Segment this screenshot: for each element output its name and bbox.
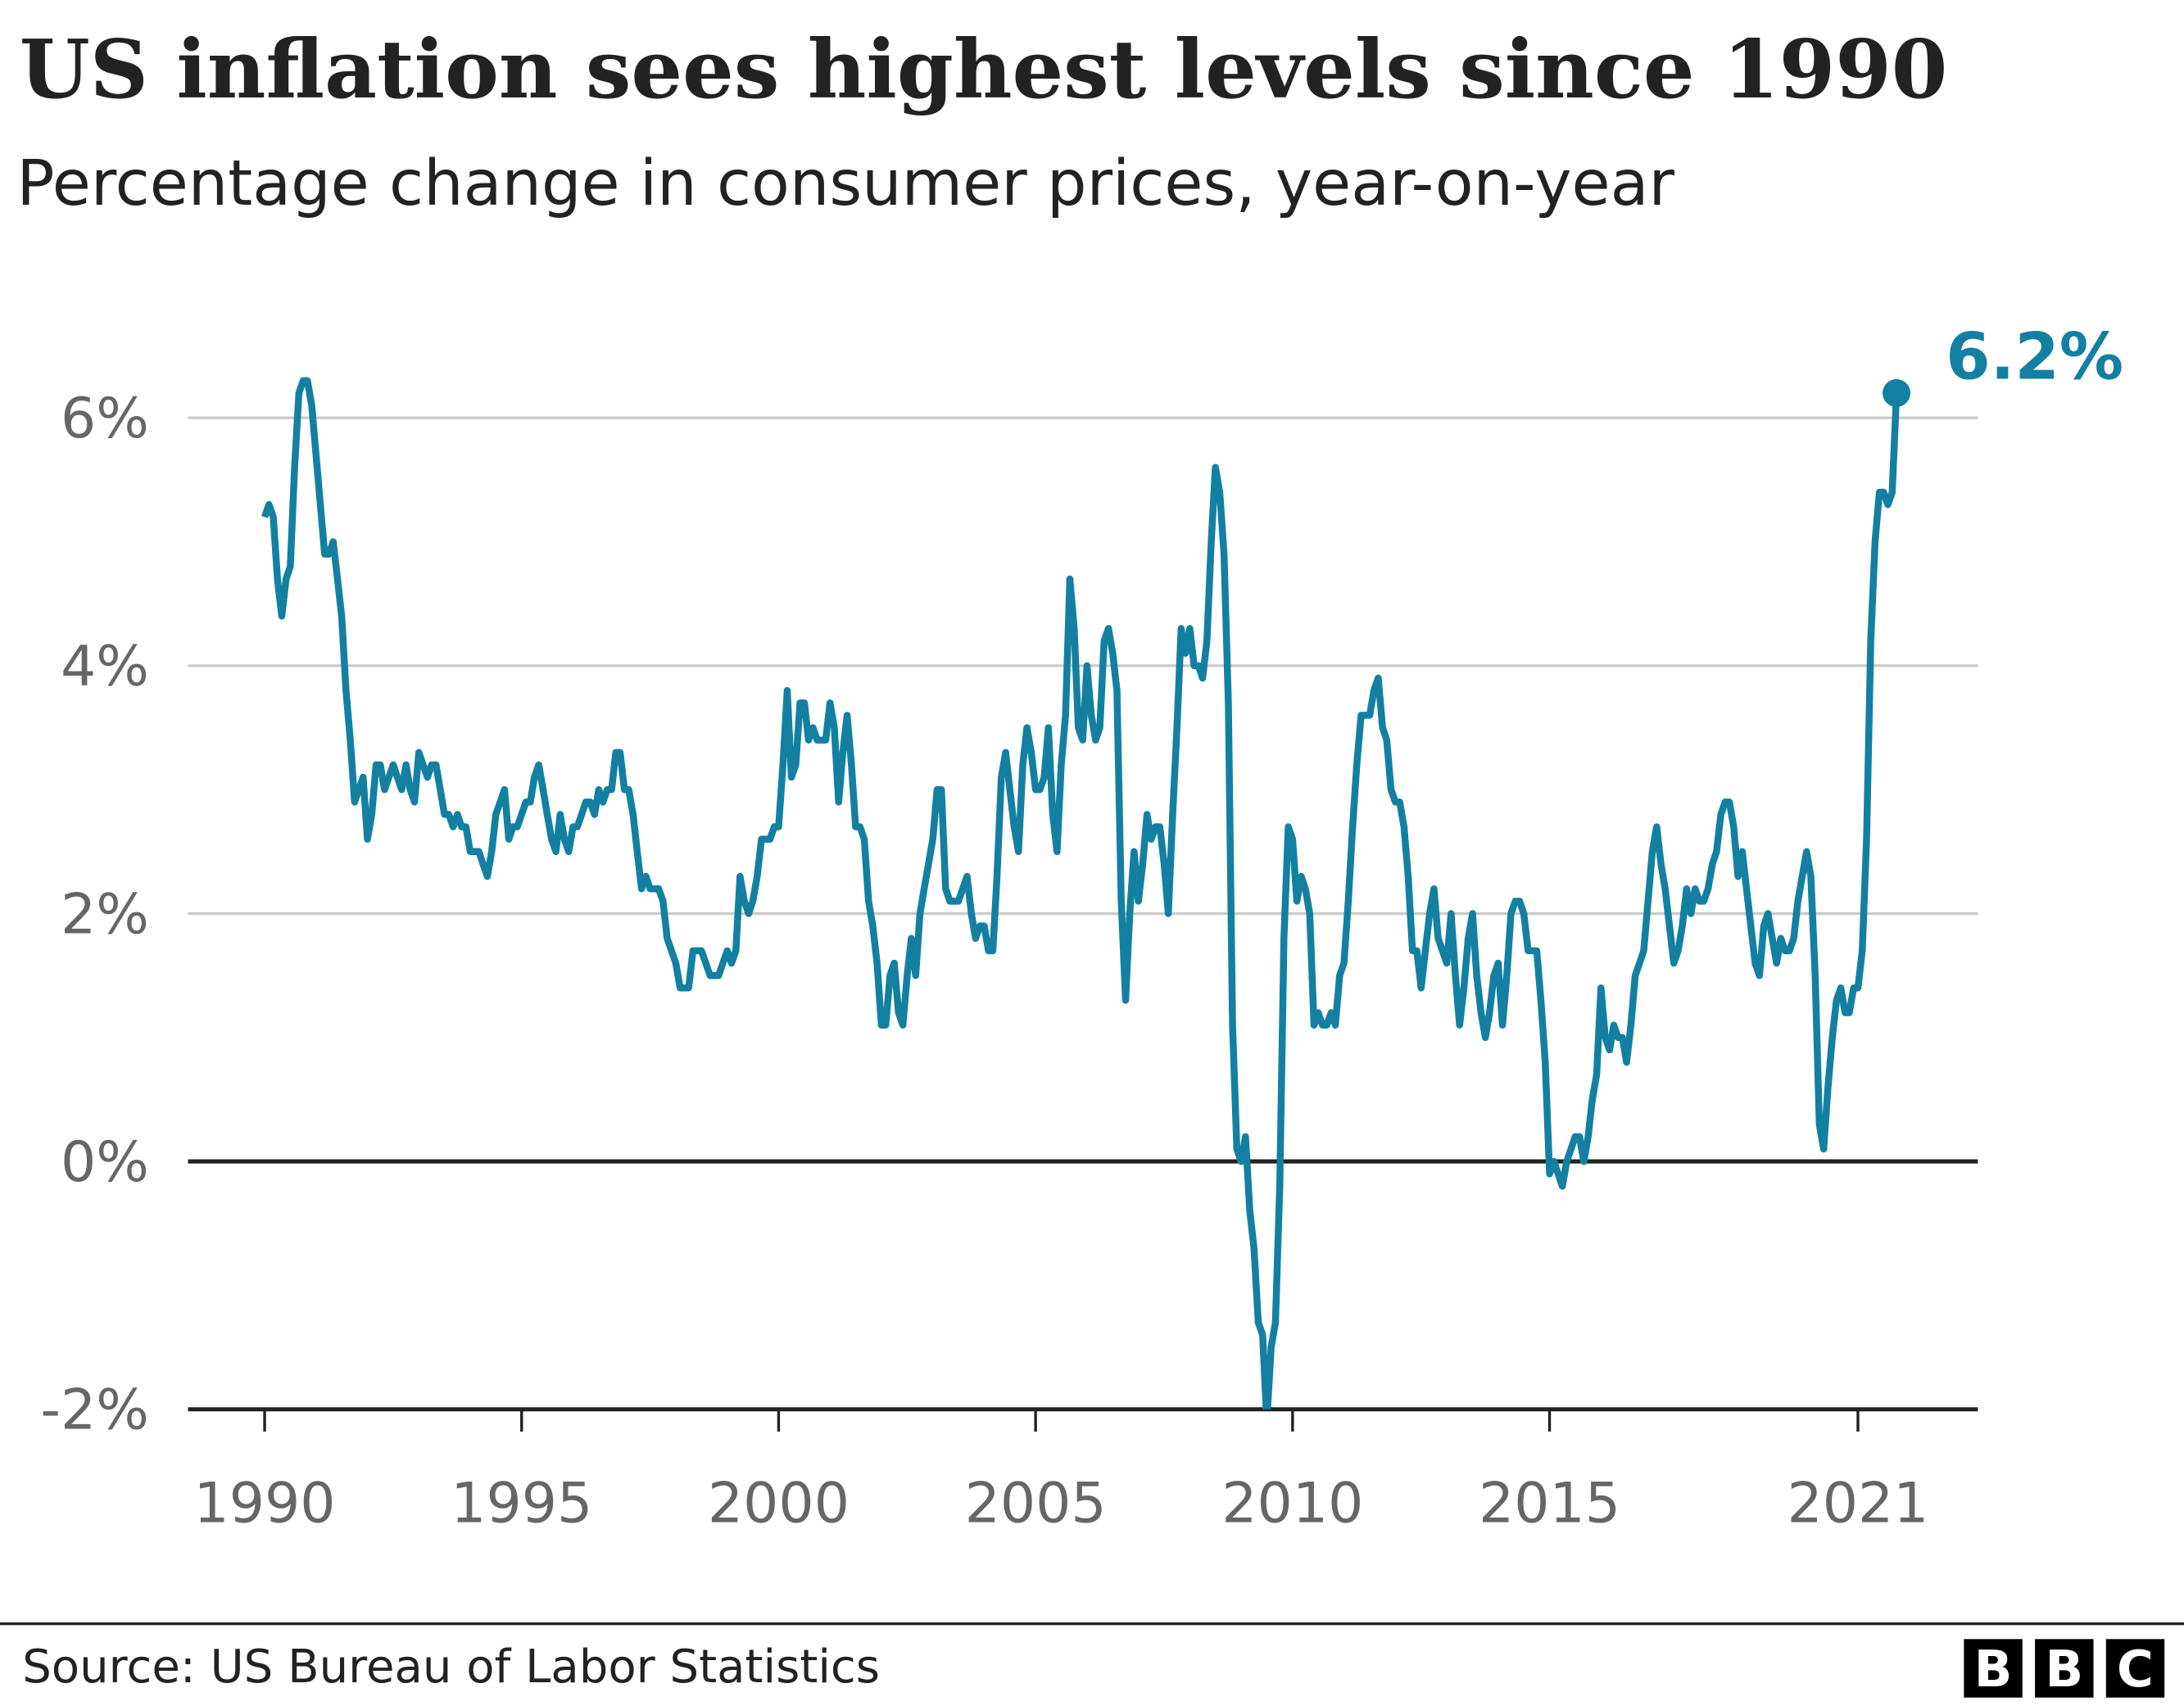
x-tick-label: 1995 — [451, 1471, 592, 1536]
x-tick-label: 2010 — [1221, 1471, 1363, 1536]
x-tick-label: 2005 — [965, 1471, 1107, 1536]
x-tick-label: 1990 — [194, 1471, 336, 1536]
y-tick-label: 6% — [61, 387, 149, 451]
x-tick-label: 2021 — [1787, 1471, 1928, 1536]
latest-value-point — [1883, 378, 1911, 407]
chart-title: US inflation sees highest levels since 1… — [20, 22, 1948, 117]
bbc-logo: B B C — [1964, 1639, 2165, 1699]
gridlines — [188, 416, 1978, 1412]
source-text: Source: US Bureau of Labor Statistics — [22, 1640, 880, 1694]
latest-value-label: 6.2% — [1946, 320, 2123, 395]
svg-text:B: B — [1974, 1640, 2013, 1699]
x-axis-ticks: 1990 1995 2000 2005 2010 2015 2021 — [194, 1409, 1929, 1536]
chart-subtitle: Percentage change in consumer prices, ye… — [16, 147, 1674, 220]
y-tick-label: 4% — [61, 635, 149, 699]
y-axis-ticks: 6% 4% 2% 0% -2% — [41, 387, 149, 1443]
y-tick-label: -2% — [41, 1378, 149, 1443]
x-tick-label: 2000 — [708, 1471, 850, 1536]
y-tick-label: 0% — [61, 1130, 149, 1195]
inflation-series-line — [261, 377, 1901, 1410]
y-tick-label: 2% — [61, 882, 149, 947]
svg-text:B: B — [2045, 1640, 2083, 1699]
svg-text:C: C — [2117, 1640, 2154, 1699]
x-tick-label: 2015 — [1479, 1471, 1620, 1536]
